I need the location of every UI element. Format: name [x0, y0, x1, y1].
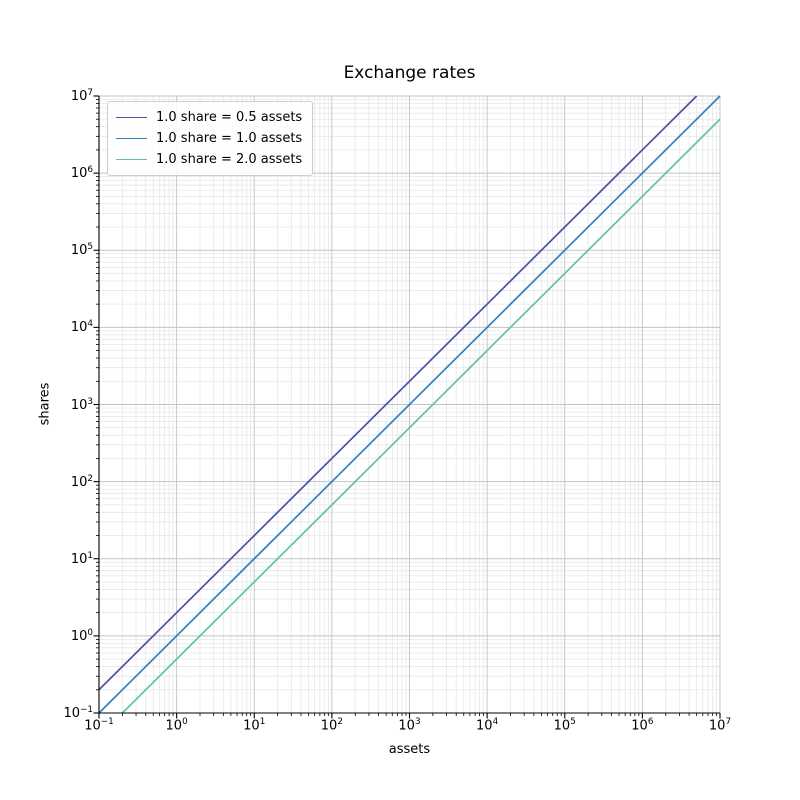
y-tick-label: 10−1 — [63, 704, 93, 722]
legend-item: 1.0 share = 2.0 assets — [116, 149, 302, 170]
x-tick-label: 101 — [243, 717, 266, 734]
y-tick-label: 105 — [70, 242, 93, 259]
x-tick-label: 103 — [398, 717, 421, 734]
legend-line-sample — [116, 117, 147, 118]
legend-item: 1.0 share = 0.5 assets — [116, 107, 302, 128]
x-axis-label: assets — [388, 742, 431, 757]
y-tick-label: 104 — [70, 319, 93, 336]
x-tick-label: 100 — [165, 717, 188, 734]
x-tick-label: 107 — [708, 717, 732, 734]
legend-label: 1.0 share = 1.0 assets — [156, 131, 303, 146]
chart-title: Exchange rates — [343, 63, 476, 83]
x-tick-label: 106 — [631, 717, 654, 734]
y-tick-label: 103 — [70, 396, 93, 413]
legend-label: 1.0 share = 0.5 assets — [156, 110, 303, 125]
y-tick-label: 101 — [70, 550, 93, 567]
series-line — [98, 95, 721, 714]
x-tick-label: 104 — [476, 717, 499, 734]
x-tick-label: 10−1 — [84, 717, 114, 734]
x-tick-label: 105 — [553, 717, 576, 734]
legend: 1.0 share = 0.5 assets 1.0 share = 1.0 as… — [107, 101, 314, 176]
series-line — [121, 118, 721, 714]
x-tick-label: 102 — [320, 717, 343, 734]
legend-line-sample — [116, 159, 147, 160]
y-tick-label: 106 — [70, 164, 93, 182]
y-tick-label: 107 — [70, 87, 93, 105]
y-tick-label: 102 — [70, 473, 93, 490]
legend-line-sample — [116, 138, 147, 139]
legend-label: 1.0 share = 2.0 assets — [156, 152, 303, 167]
series-line — [98, 95, 698, 691]
y-axis-label: shares — [37, 382, 53, 426]
legend-item: 1.0 share = 1.0 assets — [116, 128, 302, 149]
y-tick-label: 100 — [70, 627, 93, 645]
